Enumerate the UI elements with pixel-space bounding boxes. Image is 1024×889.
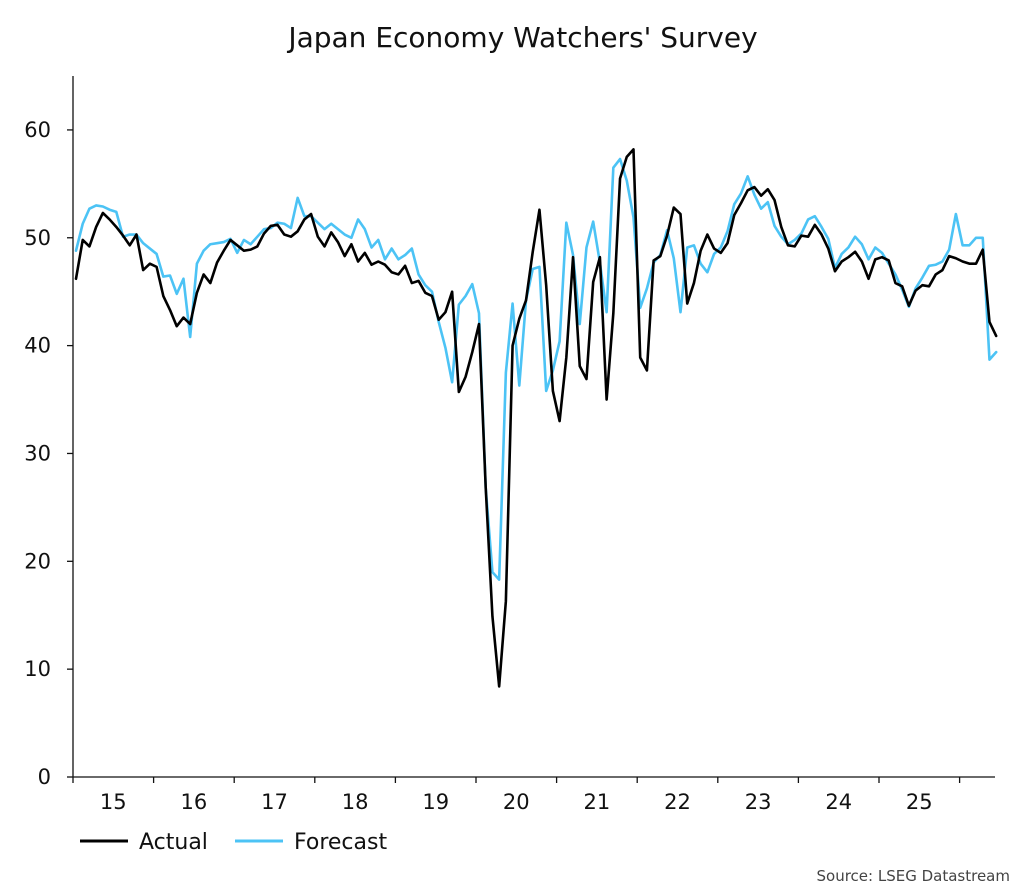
x-axis: 15 16 17 18 19 20 21 22 23 24 25 [72,777,961,814]
y-tick-label: 10 [24,657,51,681]
x-tick-label: 18 [342,790,369,814]
y-tick-label: 40 [24,334,51,358]
chart-title: Japan Economy Watchers' Survey [286,21,757,54]
legend: Actual Forecast [80,830,387,855]
y-tick-label: 50 [24,226,51,250]
x-tick-label: 25 [906,790,933,814]
x-tick-label: 20 [503,790,530,814]
legend-item-forecast: Forecast [235,830,387,855]
x-tick-label: 24 [825,790,852,814]
x-tick-label: 19 [422,790,449,814]
series-group [74,148,998,688]
y-tick-label: 20 [24,549,51,573]
series-line-actual [74,148,998,688]
x-tick-label: 16 [181,790,208,814]
y-tick-label: 30 [24,441,51,465]
source-note: Source: LSEG Datastream [817,867,1010,885]
x-tick-label: 21 [584,790,611,814]
x-tick-label: 15 [100,790,127,814]
y-tick-label: 60 [24,118,51,142]
legend-label-forecast: Forecast [294,830,387,855]
y-tick-label: 0 [38,765,51,789]
x-tick-label: 22 [664,790,691,814]
x-tick-label: 23 [745,790,772,814]
y-axis: 0 10 20 30 40 50 60 [24,118,73,789]
legend-label-actual: Actual [139,830,208,855]
plot-area: 0 10 20 30 40 50 60 15 16 17 18 19 20 21 22 23 24 25 [24,76,998,814]
x-tick-label: 17 [261,790,288,814]
legend-item-actual: Actual [80,830,208,855]
series-line-forecast [74,157,998,581]
